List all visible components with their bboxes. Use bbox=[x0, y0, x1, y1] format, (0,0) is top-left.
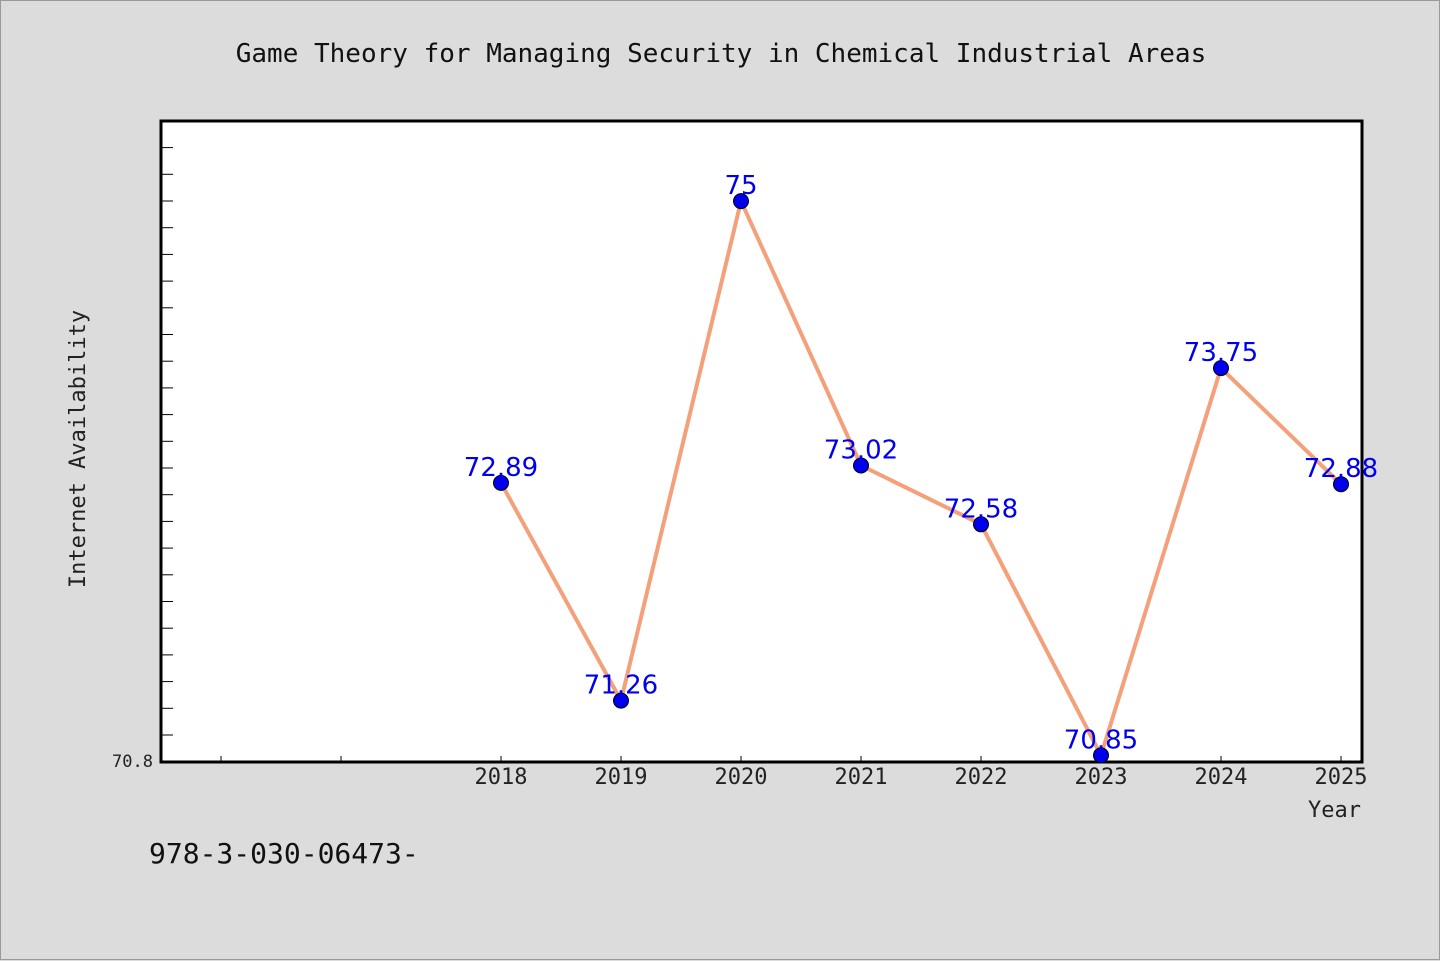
chart-title: Game Theory for Managing Security in Che… bbox=[236, 39, 1207, 69]
y-tick-label: 70.8 bbox=[112, 752, 153, 772]
data-label: 73.75 bbox=[1184, 338, 1258, 368]
data-label: 72.88 bbox=[1304, 454, 1378, 484]
x-tick-label: 2018 bbox=[475, 765, 528, 790]
data-label: 71.26 bbox=[584, 671, 658, 701]
x-tick-label: 2024 bbox=[1195, 765, 1248, 790]
data-point bbox=[1213, 360, 1229, 377]
data-point bbox=[733, 193, 749, 210]
data-label: 73.02 bbox=[824, 436, 898, 466]
x-tick-label: 2021 bbox=[835, 765, 888, 790]
y-axis-label: Internet Availability bbox=[66, 310, 91, 588]
data-label: 70.85 bbox=[1064, 725, 1138, 755]
x-axis-label: Year bbox=[1308, 798, 1361, 823]
data-label: 75 bbox=[724, 171, 757, 201]
series-internet-availability: 72.89 71.26 75 73.02 72.58 70.85 73.75 72.88 bbox=[464, 171, 1378, 764]
x-tick-label: 2022 bbox=[955, 765, 1008, 790]
plot-area bbox=[159, 119, 1364, 764]
data-label: 72.89 bbox=[464, 453, 538, 483]
series-line bbox=[499, 199, 1343, 758]
data-point bbox=[973, 516, 989, 533]
data-label: 72.58 bbox=[944, 494, 1018, 524]
data-point bbox=[493, 474, 509, 491]
x-axis-tick-labels: 2018 2019 2020 2021 2022 2023 2024 2025 bbox=[475, 765, 1368, 790]
x-tick-label: 2023 bbox=[1075, 765, 1128, 790]
x-tick-label: 2020 bbox=[715, 765, 768, 790]
data-point bbox=[1093, 747, 1109, 764]
y-minor-ticks bbox=[161, 147, 173, 736]
x-tick-label: 2019 bbox=[595, 765, 648, 790]
data-point bbox=[853, 457, 869, 474]
footer-isbn-text: 978-3-030-06473- bbox=[149, 837, 419, 870]
x-tick-label: 2025 bbox=[1315, 765, 1368, 790]
data-point bbox=[613, 692, 629, 709]
data-point bbox=[1333, 476, 1349, 493]
